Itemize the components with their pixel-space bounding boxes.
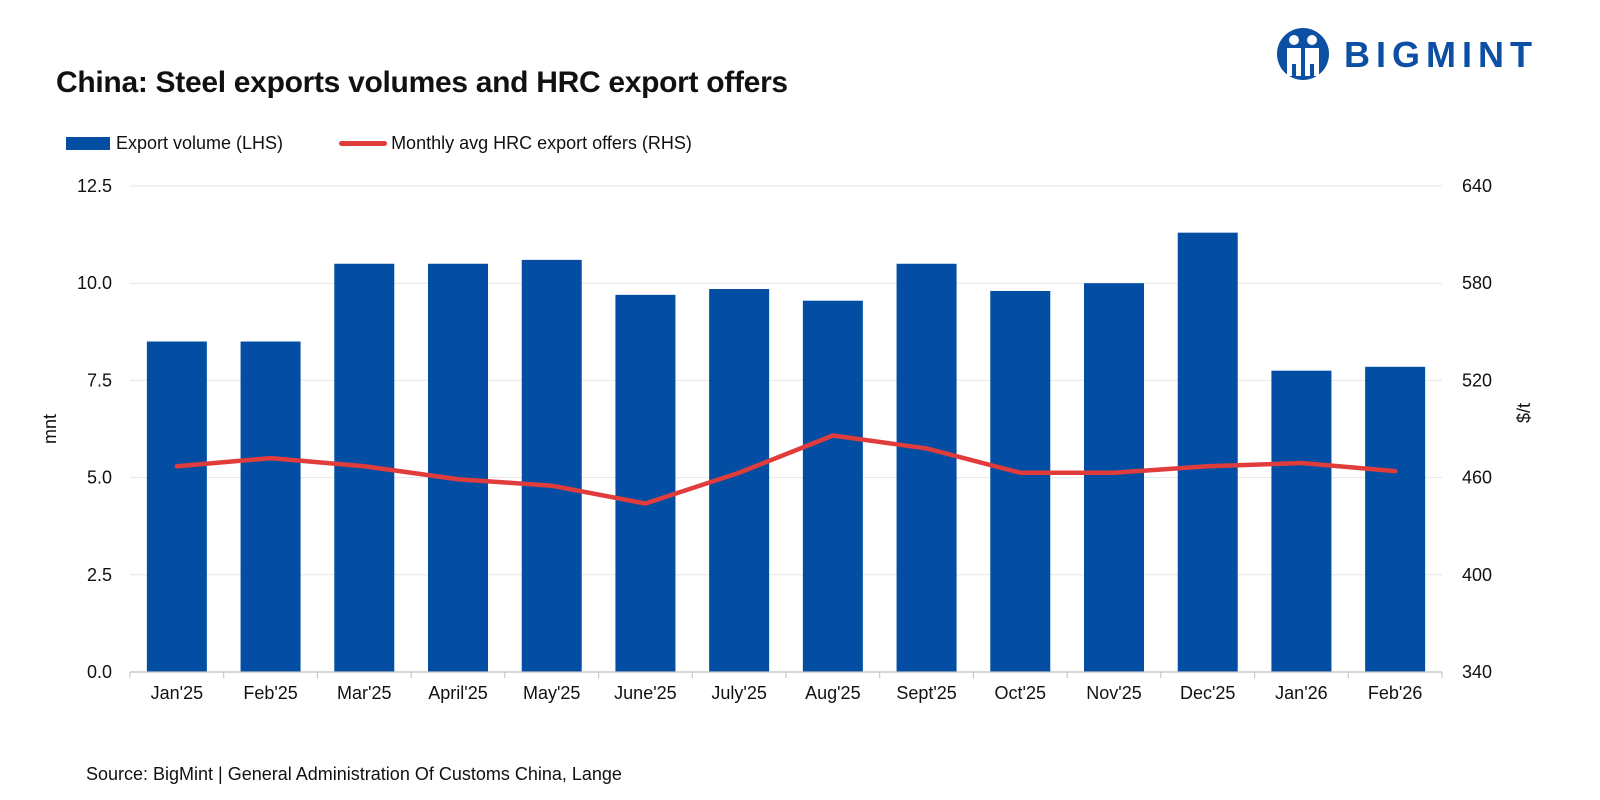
y2-tick-label: 340 [1462,662,1492,682]
x-tick-label: Mar'25 [337,683,391,703]
bar [1271,370,1332,672]
line-point [1394,470,1396,472]
x-tick-label: Oct'25 [995,683,1046,703]
chart-title: China: Steel exports volumes and HRC exp… [56,66,788,99]
y-tick-label: 2.5 [87,565,112,585]
legend-line-swatch [339,141,388,146]
y2-axis-label: $/t [1514,403,1534,423]
bar [428,263,488,672]
bar [1365,366,1426,672]
legend-bar-swatch [66,137,110,150]
legend-item-hrc-offers: Monthly avg HRC export offers (RHS) [339,133,692,154]
x-tick-label: Dec'25 [1180,683,1235,703]
logo-text: BIGMINT [1344,34,1538,75]
y-axis-label: mnt [40,414,60,444]
axes [129,671,1443,678]
bar-series [146,232,1426,672]
x-tick-label: Jan'26 [1275,683,1327,703]
y-tick-label: 7.5 [87,370,112,390]
line-point [457,478,459,480]
line-point [270,457,272,459]
bar [1177,232,1238,672]
y2-tick-label: 520 [1462,370,1492,390]
bar [615,294,676,672]
line-point [176,465,178,467]
hrc-offers-line [174,433,1398,506]
x-tick-label: Jan'25 [151,683,203,703]
bar [802,300,863,672]
x-tick-label: May'25 [523,683,580,703]
line-point [926,447,928,449]
y-tick-label: 5.0 [87,468,112,488]
line-point [1300,462,1302,464]
y-tick-label: 10.0 [77,273,112,293]
bigmint-logo: BIGMINT [1276,26,1566,86]
x-tick-label: Feb'26 [1368,683,1422,703]
gridlines [130,185,1442,576]
y2-tick-label: 400 [1462,565,1492,585]
y-tick-label: 12.5 [77,176,112,196]
y2-tick-label: 580 [1462,273,1492,293]
x-tick-label: Nov'25 [1086,683,1141,703]
x-tick-label: April'25 [428,683,487,703]
line-point [551,485,553,487]
line-point [1019,472,1021,474]
legend-bar-label: Export volume (LHS) [116,133,284,153]
line-point [1113,472,1115,474]
y2-tick-label: 640 [1462,176,1492,196]
bar [1084,283,1144,672]
bar [521,259,582,672]
bar [896,263,957,672]
y-tick-label: 0.0 [87,662,112,682]
line-point [738,472,740,474]
legend-item-export-volume: Export volume (LHS) [66,133,283,154]
x-tick-label: July'25 [711,683,766,703]
line-series [174,433,1398,506]
legend-line-label: Monthly avg HRC export offers (RHS) [391,133,692,153]
bar [240,341,301,672]
x-tick-label: June'25 [614,683,677,703]
legend: Export volume (LHS) Monthly avg HRC expo… [66,133,748,154]
y2-tick-label: 460 [1462,468,1492,488]
x-tick-label: Feb'25 [243,683,297,703]
line-point [1207,465,1209,467]
bar [990,290,1051,672]
tick-labels: 0.0 2.5 5.0 7.5 10.0 12.5 340 400 460 520 580 640 Ja… [77,176,1492,703]
line-point [644,503,646,505]
bar [146,341,207,672]
source-note: Source: BigMint | General Administration… [86,764,622,784]
line-point [363,465,365,467]
line-point [832,434,834,436]
x-tick-label: Aug'25 [805,683,861,703]
x-tick-label: Sept'25 [896,683,957,703]
bigmint-logo-icon [1277,28,1329,80]
